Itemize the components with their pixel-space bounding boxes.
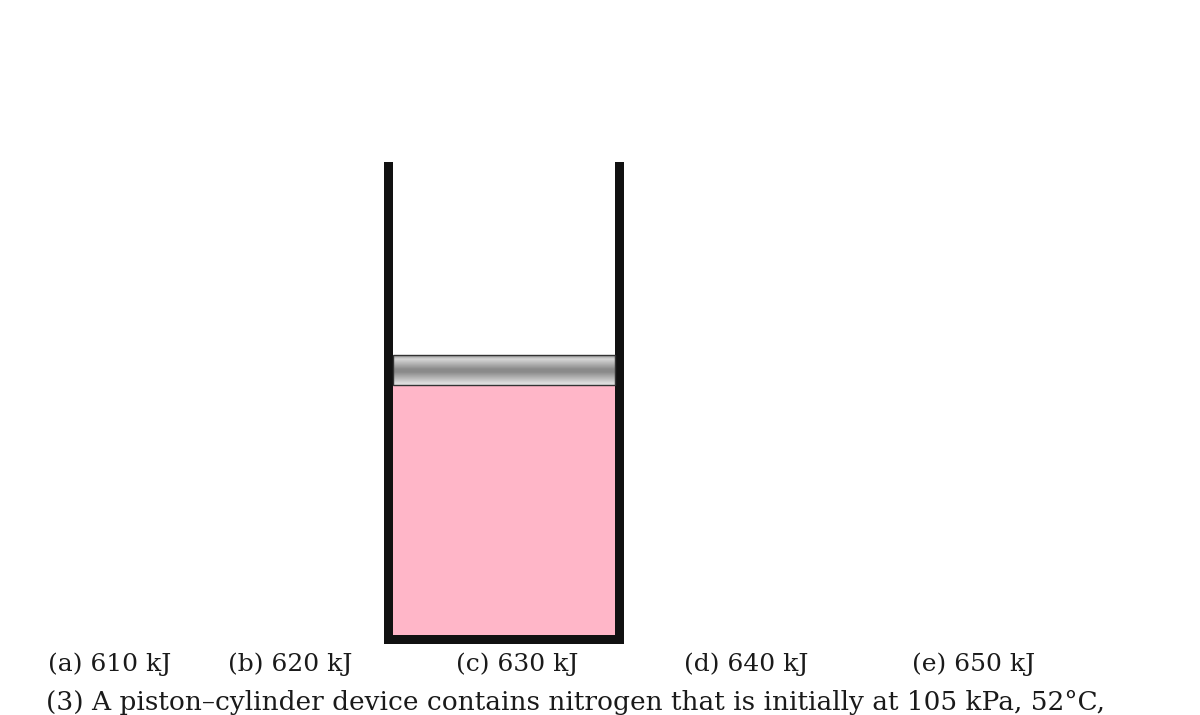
Bar	[394, 356, 616, 357]
Bar	[394, 366, 616, 367]
Bar	[394, 368, 616, 369]
Bar	[384, 635, 624, 644]
Bar	[394, 378, 616, 379]
Bar	[394, 383, 616, 384]
Text: (d) 640 kJ: (d) 640 kJ	[684, 652, 809, 676]
Text: (c) 630 kJ: (c) 630 kJ	[456, 652, 578, 676]
Bar	[394, 370, 616, 371]
Bar	[394, 371, 616, 372]
Bar	[394, 385, 616, 635]
Bar	[394, 373, 616, 375]
Bar	[394, 355, 616, 357]
Bar	[394, 381, 616, 382]
Bar	[394, 382, 616, 383]
Bar	[394, 383, 616, 385]
Text: (3) A piston–cylinder device contains nitrogen that is initially at 105 kPa, 52°: (3) A piston–cylinder device contains ni…	[46, 690, 1104, 715]
Bar	[616, 162, 624, 644]
Bar	[394, 365, 616, 366]
Bar	[394, 384, 616, 385]
Bar	[394, 355, 616, 385]
Bar	[394, 360, 616, 362]
Bar	[394, 380, 616, 382]
Bar	[394, 382, 616, 383]
Bar	[394, 355, 616, 356]
Bar	[394, 376, 616, 377]
Bar	[394, 373, 616, 374]
Bar	[394, 360, 616, 361]
Text: (a) 610 kJ: (a) 610 kJ	[48, 652, 172, 676]
Bar	[394, 372, 616, 373]
Bar	[394, 362, 616, 363]
Bar	[394, 370, 616, 372]
Bar	[394, 361, 616, 362]
Bar	[394, 375, 616, 377]
Bar	[394, 362, 616, 363]
Text: (b) 620 kJ: (b) 620 kJ	[228, 652, 353, 676]
Bar	[394, 378, 616, 380]
Bar	[394, 377, 616, 378]
Bar	[394, 363, 616, 364]
Bar	[394, 377, 616, 378]
Bar	[394, 372, 616, 373]
Bar	[394, 369, 616, 370]
Bar	[394, 363, 616, 365]
Bar	[394, 365, 616, 367]
Bar	[394, 358, 616, 359]
Bar	[384, 162, 394, 644]
Bar	[394, 368, 616, 370]
Bar	[394, 364, 616, 365]
Bar	[394, 357, 616, 358]
Bar	[394, 380, 616, 381]
Bar	[394, 359, 616, 360]
Bar	[394, 375, 616, 376]
Bar	[394, 358, 616, 360]
Bar	[394, 367, 616, 368]
Bar	[394, 374, 616, 375]
Text: (e) 650 kJ: (e) 650 kJ	[912, 652, 1036, 676]
Bar	[394, 367, 616, 368]
Bar	[394, 379, 616, 380]
Bar	[394, 357, 616, 358]
Bar	[394, 171, 616, 355]
